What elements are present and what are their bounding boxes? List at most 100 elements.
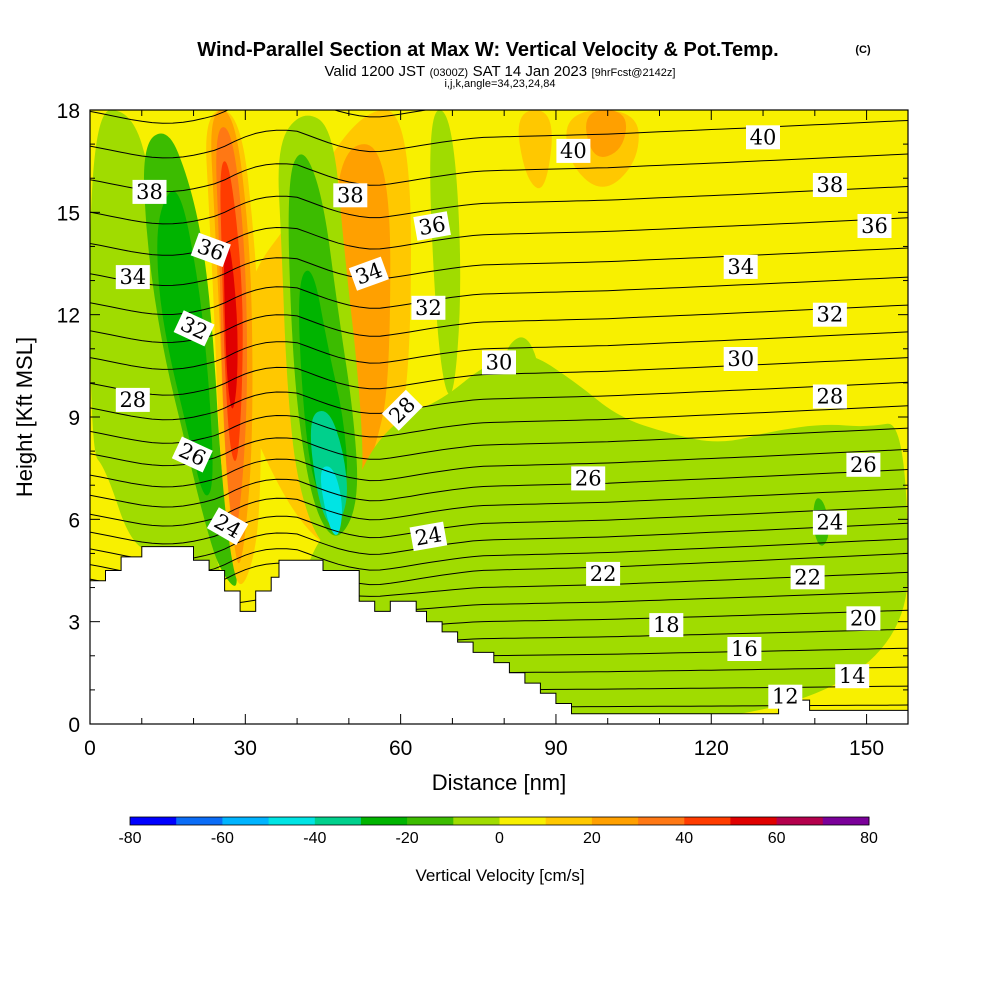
x-tick-label: 120: [694, 737, 729, 760]
isentrope-line: [90, 217, 908, 256]
isentrope-label-box: [190, 232, 231, 267]
isentrope-label-box: [846, 606, 881, 631]
colorbar-swatch: [638, 817, 685, 825]
isentrope-label-box: [132, 179, 167, 204]
isentrope-label-box: [413, 211, 451, 241]
isentrope-label-box: [411, 295, 446, 320]
isentrope-label: 12: [768, 684, 803, 709]
isentrope-label-box: [556, 138, 591, 163]
isentrope-label-box: [835, 664, 870, 689]
isentrope-line: [90, 331, 908, 370]
isentrope-label: 24: [812, 510, 847, 535]
isentrope-label-text: 26: [850, 453, 877, 477]
isentrope-label-text: 26: [575, 466, 602, 490]
colorbar-swatch: [499, 817, 547, 825]
y-tick-label: 6: [68, 509, 80, 532]
colorbar-swatch: [591, 817, 639, 825]
isentrope-label-box: [333, 183, 368, 208]
isentrope-label-box: [173, 310, 215, 347]
isentrope-line: [90, 427, 908, 467]
isentrope-label-text: 32: [415, 296, 442, 320]
isentrope-line: [90, 381, 908, 421]
isentrope-label-box: [171, 436, 213, 473]
terrain: [90, 546, 908, 724]
forecast-tag: [9hrFcst@2142z]: [592, 67, 676, 79]
isentrope-label: 36: [857, 214, 892, 238]
valid-date: SAT 14 Jan 2023: [473, 63, 588, 80]
y-axis: 0 36 9 12 15 18: [57, 100, 908, 737]
colorbar-swatch: [130, 817, 177, 825]
isentrope-label: 38: [132, 179, 167, 204]
plot-area: 3836343228262438363432302826244040383634…: [89, 109, 909, 725]
x-tick-label: 30: [234, 737, 257, 760]
isentrope-label-box: [768, 684, 803, 709]
isentrope-label-text: 38: [136, 180, 163, 204]
isentrope-label-text: 30: [486, 350, 513, 374]
colorbar-swatch: [268, 817, 316, 825]
colorbar-tick-label: 20: [583, 830, 601, 847]
colorbar-swatch: [453, 817, 500, 825]
y-tick-label: 18: [57, 100, 80, 123]
isentrope-line: [90, 448, 908, 488]
section-indices: i,j,k,angle=34,23,24,84: [444, 78, 555, 90]
y-tick-label: 0: [68, 714, 80, 737]
y-tick-label: 15: [57, 202, 80, 225]
isentrope-label-text: 20: [850, 606, 877, 630]
colorbar-swatch: [176, 817, 223, 825]
isentrope-label: 40: [746, 125, 780, 150]
colorbar-tick-label: -80: [118, 830, 141, 847]
w-region: [518, 110, 552, 189]
colorbar-title: Vertical Velocity [cm/s]: [415, 866, 584, 885]
isentrope-label-text: 24: [413, 522, 443, 550]
isentrope-label-text: 30: [727, 347, 754, 371]
colorbar-tick-label: 40: [675, 830, 693, 847]
isentrope-label-text: 38: [337, 183, 364, 207]
isentrope-label-box: [812, 510, 847, 535]
isentrope-label: 34: [723, 254, 758, 279]
w-region: [157, 191, 213, 496]
y-tick-label: 9: [68, 407, 80, 430]
isentrope-line: [90, 405, 908, 444]
isentrope-line: [90, 469, 908, 508]
colorbar-tick-label: 60: [768, 830, 786, 847]
isentrope-label: 32: [812, 302, 847, 327]
w-region: [320, 466, 342, 535]
isentrope-label-text: 18: [653, 613, 680, 637]
w-region: [90, 110, 229, 622]
isentrope-label-text: 38: [817, 173, 844, 197]
valid-utc: (0300Z): [430, 67, 469, 79]
isentrope-line: [90, 522, 908, 562]
isentrope-label-box: [571, 466, 606, 491]
isentrope-label-box: [727, 637, 762, 661]
isentrope-label: 38: [333, 183, 368, 208]
isentrope-line: [90, 552, 908, 592]
isentrope-label-box: [649, 613, 684, 638]
isentrope-label-box: [812, 302, 847, 327]
isentrope-label: 30: [723, 347, 758, 371]
isentrope-label: 20: [846, 606, 881, 631]
isentrope-label-box: [348, 256, 389, 291]
isentrope-label: 30: [482, 350, 516, 375]
colorbar-frame: [129, 816, 870, 826]
isentrope-label-text: 28: [119, 388, 146, 412]
colorbar-tick-label: -40: [303, 830, 326, 847]
title-unit: (C): [855, 44, 871, 56]
isentrope-line: [90, 276, 908, 315]
isentrope-label-text: 32: [817, 303, 844, 327]
isentrope-label-text: 24: [817, 511, 844, 535]
isentrope-label-text: 12: [772, 685, 799, 709]
colorbar-swatch: [684, 817, 731, 825]
colorbar-tick-label: 0: [495, 830, 504, 847]
isentrope-label: 22: [790, 565, 825, 590]
x-tick-label: 60: [389, 737, 412, 760]
w-region: [586, 110, 627, 157]
w-region: [224, 242, 238, 409]
isentrope-label: 14: [835, 664, 870, 689]
isentrope-line: [90, 186, 908, 225]
x-axis-title: Distance [nm]: [432, 770, 567, 795]
isentrope-label-box: [586, 561, 621, 586]
isentrope-line: [90, 153, 908, 193]
colorbar: -80 -60 -40 -20 0 20 40 60 80: [118, 816, 878, 847]
isentrope-label: 34: [115, 265, 150, 290]
